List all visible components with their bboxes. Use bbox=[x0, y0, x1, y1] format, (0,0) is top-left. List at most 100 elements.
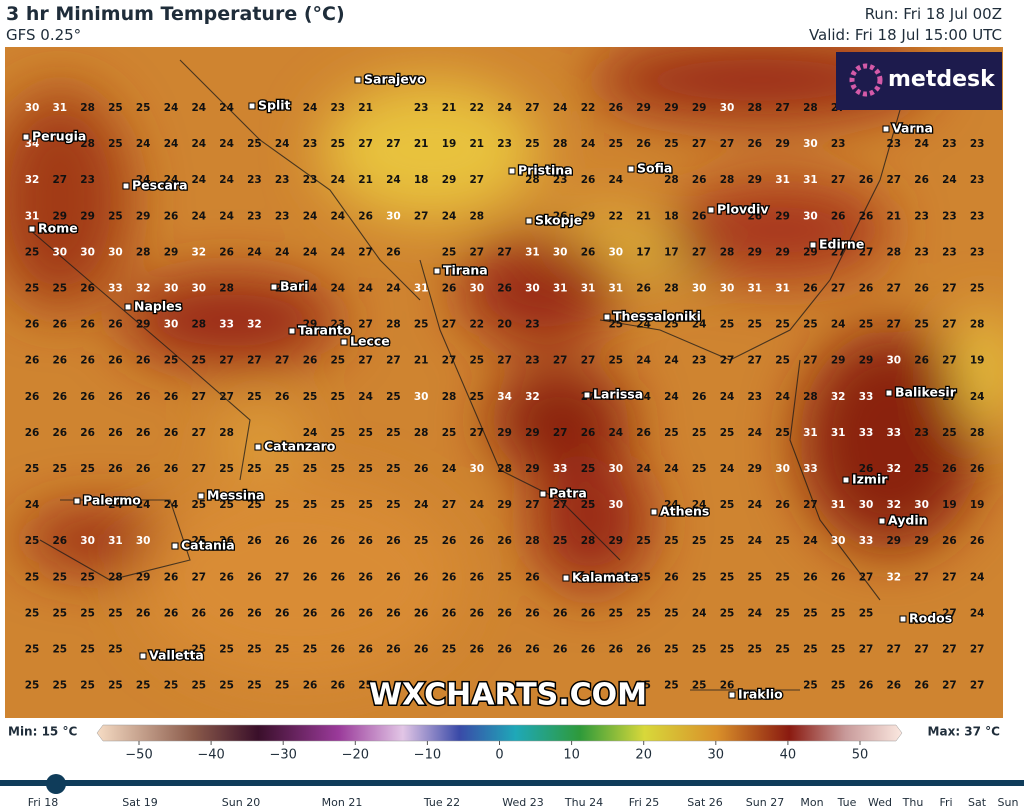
grid-value: 26 bbox=[859, 463, 874, 475]
grid-value: 26 bbox=[442, 571, 457, 583]
grid-value: 25 bbox=[720, 319, 735, 331]
grid-value: 24 bbox=[970, 571, 985, 583]
city-marker bbox=[73, 497, 81, 505]
grid-value: 24 bbox=[636, 355, 651, 367]
grid-value: 29 bbox=[747, 463, 762, 475]
grid-value: 24 bbox=[469, 499, 484, 511]
grid-value: 33 bbox=[886, 427, 901, 439]
grid-value: 25 bbox=[442, 427, 457, 439]
grid-value: 24 bbox=[136, 499, 151, 511]
grid-value: 24 bbox=[970, 391, 985, 403]
grid-value: 27 bbox=[358, 355, 373, 367]
grid-value: 26 bbox=[52, 427, 67, 439]
timeline-day[interactable]: Sat 26 bbox=[687, 796, 723, 809]
grid-value: 29 bbox=[303, 319, 318, 331]
timeline-day[interactable]: Fri 18 bbox=[28, 796, 59, 809]
grid-value: 26 bbox=[747, 138, 762, 150]
grid-value: 26 bbox=[164, 571, 179, 583]
grid-value: 25 bbox=[25, 246, 40, 258]
grid-value: 23 bbox=[970, 138, 985, 150]
city-marker bbox=[28, 225, 36, 233]
logo-icon bbox=[849, 63, 883, 97]
watermark: WXCHARTS.COM bbox=[369, 678, 647, 713]
grid-value: 17 bbox=[636, 246, 651, 258]
grid-value: 25 bbox=[25, 571, 40, 583]
grid-value: 26 bbox=[386, 571, 401, 583]
grid-value: 26 bbox=[275, 535, 290, 547]
timeline-day[interactable]: Sun bbox=[998, 796, 1019, 809]
grid-value: 27 bbox=[692, 138, 707, 150]
timeline-handle[interactable] bbox=[46, 774, 66, 794]
grid-value: 27 bbox=[191, 427, 206, 439]
grid-value: 17 bbox=[664, 246, 679, 258]
grid-value: 27 bbox=[942, 607, 957, 619]
grid-value: 30 bbox=[775, 463, 790, 475]
grid-value: 27 bbox=[886, 283, 901, 295]
timeline-day[interactable]: Thu 24 bbox=[564, 796, 603, 809]
grid-value: 26 bbox=[414, 607, 429, 619]
timeline-day[interactable]: Sun 27 bbox=[746, 796, 784, 809]
timeline-days: Fri 18 Sat 19 Sun 20 Mon 21 Tue 22 Wed 23 Thu … bbox=[28, 796, 1019, 809]
grid-value: 28 bbox=[442, 391, 457, 403]
timeline-day[interactable]: Thu bbox=[902, 796, 924, 809]
grid-value: 26 bbox=[358, 607, 373, 619]
grid-value: 26 bbox=[52, 355, 67, 367]
grid-value: 24 bbox=[664, 391, 679, 403]
grid-value: 24 bbox=[164, 499, 179, 511]
timeline-bar[interactable] bbox=[0, 780, 1024, 786]
grid-value: 24 bbox=[219, 174, 234, 186]
grid-value: 25 bbox=[775, 355, 790, 367]
grid-value: 26 bbox=[247, 535, 262, 547]
grid-value: 30 bbox=[108, 246, 123, 258]
grid-value: 25 bbox=[219, 499, 234, 511]
timeline-day[interactable]: Sat 19 bbox=[122, 796, 158, 809]
grid-value: 24 bbox=[303, 210, 318, 222]
grid-value: 25 bbox=[25, 644, 40, 656]
city-label: Catanzaro bbox=[264, 439, 336, 454]
timeline-day[interactable]: Wed bbox=[868, 796, 892, 809]
city-marker bbox=[270, 283, 278, 291]
grid-value: 26 bbox=[358, 644, 373, 656]
grid-value: 24 bbox=[414, 499, 429, 511]
grid-value: 24 bbox=[303, 102, 318, 114]
city-marker bbox=[878, 517, 886, 525]
timeline-day[interactable]: Tue bbox=[837, 796, 857, 809]
timeline-day[interactable]: Mon bbox=[800, 796, 823, 809]
grid-value: 26 bbox=[914, 283, 929, 295]
grid-value: 30 bbox=[164, 319, 179, 331]
grid-value: 27 bbox=[859, 644, 874, 656]
grid-value: 24 bbox=[747, 607, 762, 619]
grid-value: 27 bbox=[747, 355, 762, 367]
grid-value: 26 bbox=[859, 210, 874, 222]
timeline-day[interactable]: Tue 22 bbox=[423, 796, 460, 809]
timeline-day[interactable]: Fri 25 bbox=[629, 796, 660, 809]
colorbar-tick-label: 30 bbox=[708, 748, 725, 763]
grid-value: 27 bbox=[525, 102, 540, 114]
timeline-day[interactable]: Sun 20 bbox=[222, 796, 260, 809]
grid-value: 23 bbox=[942, 138, 957, 150]
grid-value: 29 bbox=[525, 463, 540, 475]
grid-value: 26 bbox=[414, 463, 429, 475]
city-marker bbox=[650, 508, 658, 516]
grid-value: 26 bbox=[581, 174, 596, 186]
grid-value: 29 bbox=[52, 210, 67, 222]
grid-value: 26 bbox=[469, 644, 484, 656]
grid-value: 26 bbox=[914, 174, 929, 186]
grid-value: 24 bbox=[303, 427, 318, 439]
grid-value: 28 bbox=[720, 246, 735, 258]
grid-value: 27 bbox=[553, 427, 568, 439]
timeline-day[interactable]: Fri bbox=[939, 796, 952, 809]
grid-value: 22 bbox=[608, 210, 623, 222]
grid-value: 25 bbox=[775, 535, 790, 547]
grid-value: 26 bbox=[859, 680, 874, 692]
grid-value: 32 bbox=[247, 319, 262, 331]
grid-value: 25 bbox=[164, 355, 179, 367]
grid-value: 24 bbox=[219, 210, 234, 222]
city-label: Patra bbox=[549, 486, 587, 501]
grid-value: 26 bbox=[219, 607, 234, 619]
city-marker bbox=[525, 217, 533, 225]
grid-value: 29 bbox=[80, 210, 95, 222]
timeline-day[interactable]: Mon 21 bbox=[322, 796, 363, 809]
timeline-day[interactable]: Sat bbox=[968, 796, 987, 809]
timeline-day[interactable]: Wed 23 bbox=[502, 796, 543, 809]
